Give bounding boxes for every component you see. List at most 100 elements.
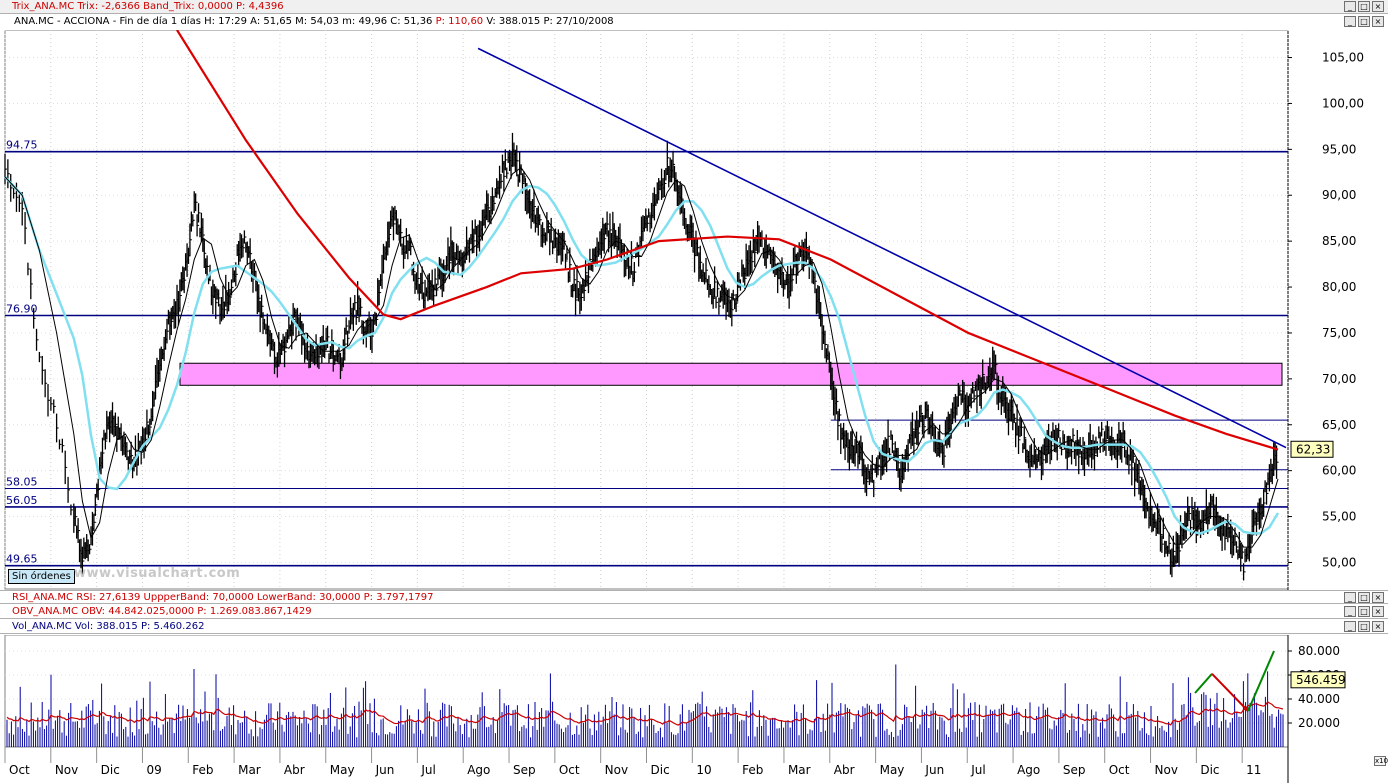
y-tick-label: 85,00 (1322, 234, 1356, 248)
vol-minimize-button[interactable]: _ (1344, 621, 1356, 632)
price-minimize-button[interactable]: _ (1344, 16, 1356, 27)
obv-header: OBV_ANA.MC OBV: 44.842.025,0000 P: 1.269… (0, 605, 1388, 619)
x-tick-label: Oct (9, 763, 30, 777)
price-maximize-button[interactable]: □ (1358, 16, 1370, 27)
volume-tick-label: 40.000 (1298, 692, 1340, 706)
level-label: 94.75 (6, 139, 38, 152)
x-tick-label: Ago (467, 763, 490, 777)
vol-maximize-button[interactable]: □ (1358, 621, 1370, 632)
obv-maximize-button[interactable]: □ (1358, 606, 1370, 617)
x-tick-label: Dic (101, 763, 120, 777)
rsi-minimize-button[interactable]: _ (1344, 592, 1356, 603)
volume-trend-up-1 (1194, 673, 1213, 694)
x-tick-label: Feb (192, 763, 213, 777)
level-label: 58.05 (6, 476, 38, 489)
price-info-p: P: 110,60 (435, 16, 484, 27)
y-tick-label: 95,00 (1322, 142, 1356, 156)
volume-bars (6, 664, 1284, 747)
rsi-label: RSI_ANA.MC RSI: 27,6139 UppperBand: 70,0… (12, 592, 434, 603)
vol-window-controls: _ □ × (1344, 621, 1384, 632)
last-volume-box (1290, 671, 1346, 689)
volume-chart[interactable]: 80.00060.00040.00020.000546.459OctNovDic… (0, 635, 1388, 783)
y-tick-label: 80,00 (1322, 280, 1356, 294)
obv-close-button[interactable]: × (1372, 606, 1384, 617)
y-tick-label: 70,00 (1322, 372, 1356, 386)
obv-window-controls: _ □ × (1344, 606, 1384, 617)
obv-minimize-button[interactable]: _ (1344, 606, 1356, 617)
x-tick-label: Sep (1063, 763, 1086, 777)
watermark: www.visualchart.com (74, 566, 241, 581)
y-tick-label: 55,00 (1322, 510, 1356, 524)
sma-long-line (176, 30, 1279, 451)
rsi-maximize-button[interactable]: □ (1358, 592, 1370, 603)
volume-trend-down (1211, 673, 1249, 712)
volume-trend-up-2 (1247, 650, 1275, 712)
vol-header: Vol_ANA.MC Vol: 388.015 P: 5.460.262 _ □… (0, 620, 1388, 634)
price-chart[interactable]: 105,00 100,00 95,00 90,00 85,00 80,00 75,00 70,… (0, 30, 1388, 590)
y-tick-label: 60,00 (1322, 464, 1356, 478)
sin-ordenes-button[interactable]: Sin órdenes (8, 569, 75, 584)
x-tick-label: Oct (1109, 763, 1130, 777)
x-tick-label: Abr (834, 763, 855, 777)
volume-tick-label: 80.000 (1298, 644, 1340, 658)
trix-header: Trix_ANA.MC Trix: -2,6366 Band_Trix: 0,0… (0, 0, 1388, 14)
volume-tick-label: 20.000 (1298, 716, 1340, 730)
level-label: 76.90 (6, 303, 38, 316)
x-tick-label: Abr (284, 763, 305, 777)
x-tick-label: May (880, 763, 905, 777)
price-info-prefix: ANA.MC - ACCIONA - Fin de día 1 días H: … (14, 16, 436, 27)
resistance-zone (179, 362, 1283, 386)
rsi-close-button[interactable]: × (1372, 592, 1384, 603)
x-tick-label: Mar (238, 763, 261, 777)
sma-short-line (4, 167, 1279, 548)
last-price-box (1290, 440, 1334, 458)
x-tick-label: Oct (559, 763, 580, 777)
last-price-label: 62,33 (1296, 442, 1330, 456)
maximize-button[interactable]: □ (1358, 1, 1370, 12)
x-tick-label: Jul (970, 763, 985, 777)
y-tick-label: 65,00 (1322, 418, 1356, 432)
x-tick-label: Sep (513, 763, 536, 777)
rsi-header: RSI_ANA.MC RSI: 27,6139 UppperBand: 70,0… (0, 590, 1388, 604)
x-tick-label: Nov (1155, 763, 1178, 777)
level-label: 49.65 (6, 553, 38, 566)
y-tick-label: 75,00 (1322, 326, 1356, 340)
obv-label: OBV_ANA.MC OBV: 44.842.025,0000 P: 1.269… (12, 606, 312, 617)
level-label: 56.05 (6, 494, 38, 507)
price-info: ANA.MC - ACCIONA - Fin de día 1 días H: … (14, 16, 614, 27)
price-info-suffix: V: 388.015 P: 27/10/2008 (483, 16, 614, 27)
price-close-button[interactable]: × (1372, 16, 1384, 27)
minimize-button[interactable]: _ (1344, 1, 1356, 12)
x-tick-label: 11 (1246, 763, 1261, 777)
x10-button[interactable]: x10 (1374, 756, 1388, 766)
sma-mid-line (4, 176, 1280, 535)
x-tick-label: Nov (55, 763, 78, 777)
x-tick-label: Ago (1017, 763, 1040, 777)
x-tick-label: Nov (605, 763, 628, 777)
window-controls: _ □ × (1344, 1, 1384, 12)
x-tick-label: 09 (146, 763, 161, 777)
x-tick-label: Dic (651, 763, 670, 777)
x-tick-label: Dic (1200, 763, 1219, 777)
x-tick-label: 10 (696, 763, 711, 777)
x-tick-label: Jul (420, 763, 435, 777)
vol-close-button[interactable]: × (1372, 621, 1384, 632)
x-tick-label: May (330, 763, 355, 777)
vol-label: Vol_ANA.MC Vol: 388.015 P: 5.460.262 (12, 621, 205, 632)
rsi-window-controls: _ □ × (1344, 592, 1384, 603)
trix-label: Trix_ANA.MC Trix: -2,6366 Band_Trix: 0,0… (12, 1, 284, 12)
price-window-controls: _ □ × (1344, 16, 1384, 27)
last-volume-label: 546.459 (1296, 673, 1346, 687)
x-tick-label: Jun (375, 763, 395, 777)
plot-area (4, 30, 1289, 590)
close-button[interactable]: × (1372, 1, 1384, 12)
price-bars (4, 132, 1279, 581)
y-tick-label: 50,00 (1322, 555, 1356, 569)
y-tick-label: 90,00 (1322, 188, 1356, 202)
volume-average-line (6, 701, 1284, 726)
x-tick-label: Feb (742, 763, 763, 777)
x-tick-label: Jun (924, 763, 944, 777)
y-tick-label: 100,00 (1322, 96, 1364, 110)
y-tick-label: 105,00 (1322, 51, 1364, 65)
x-tick-label: Mar (788, 763, 811, 777)
